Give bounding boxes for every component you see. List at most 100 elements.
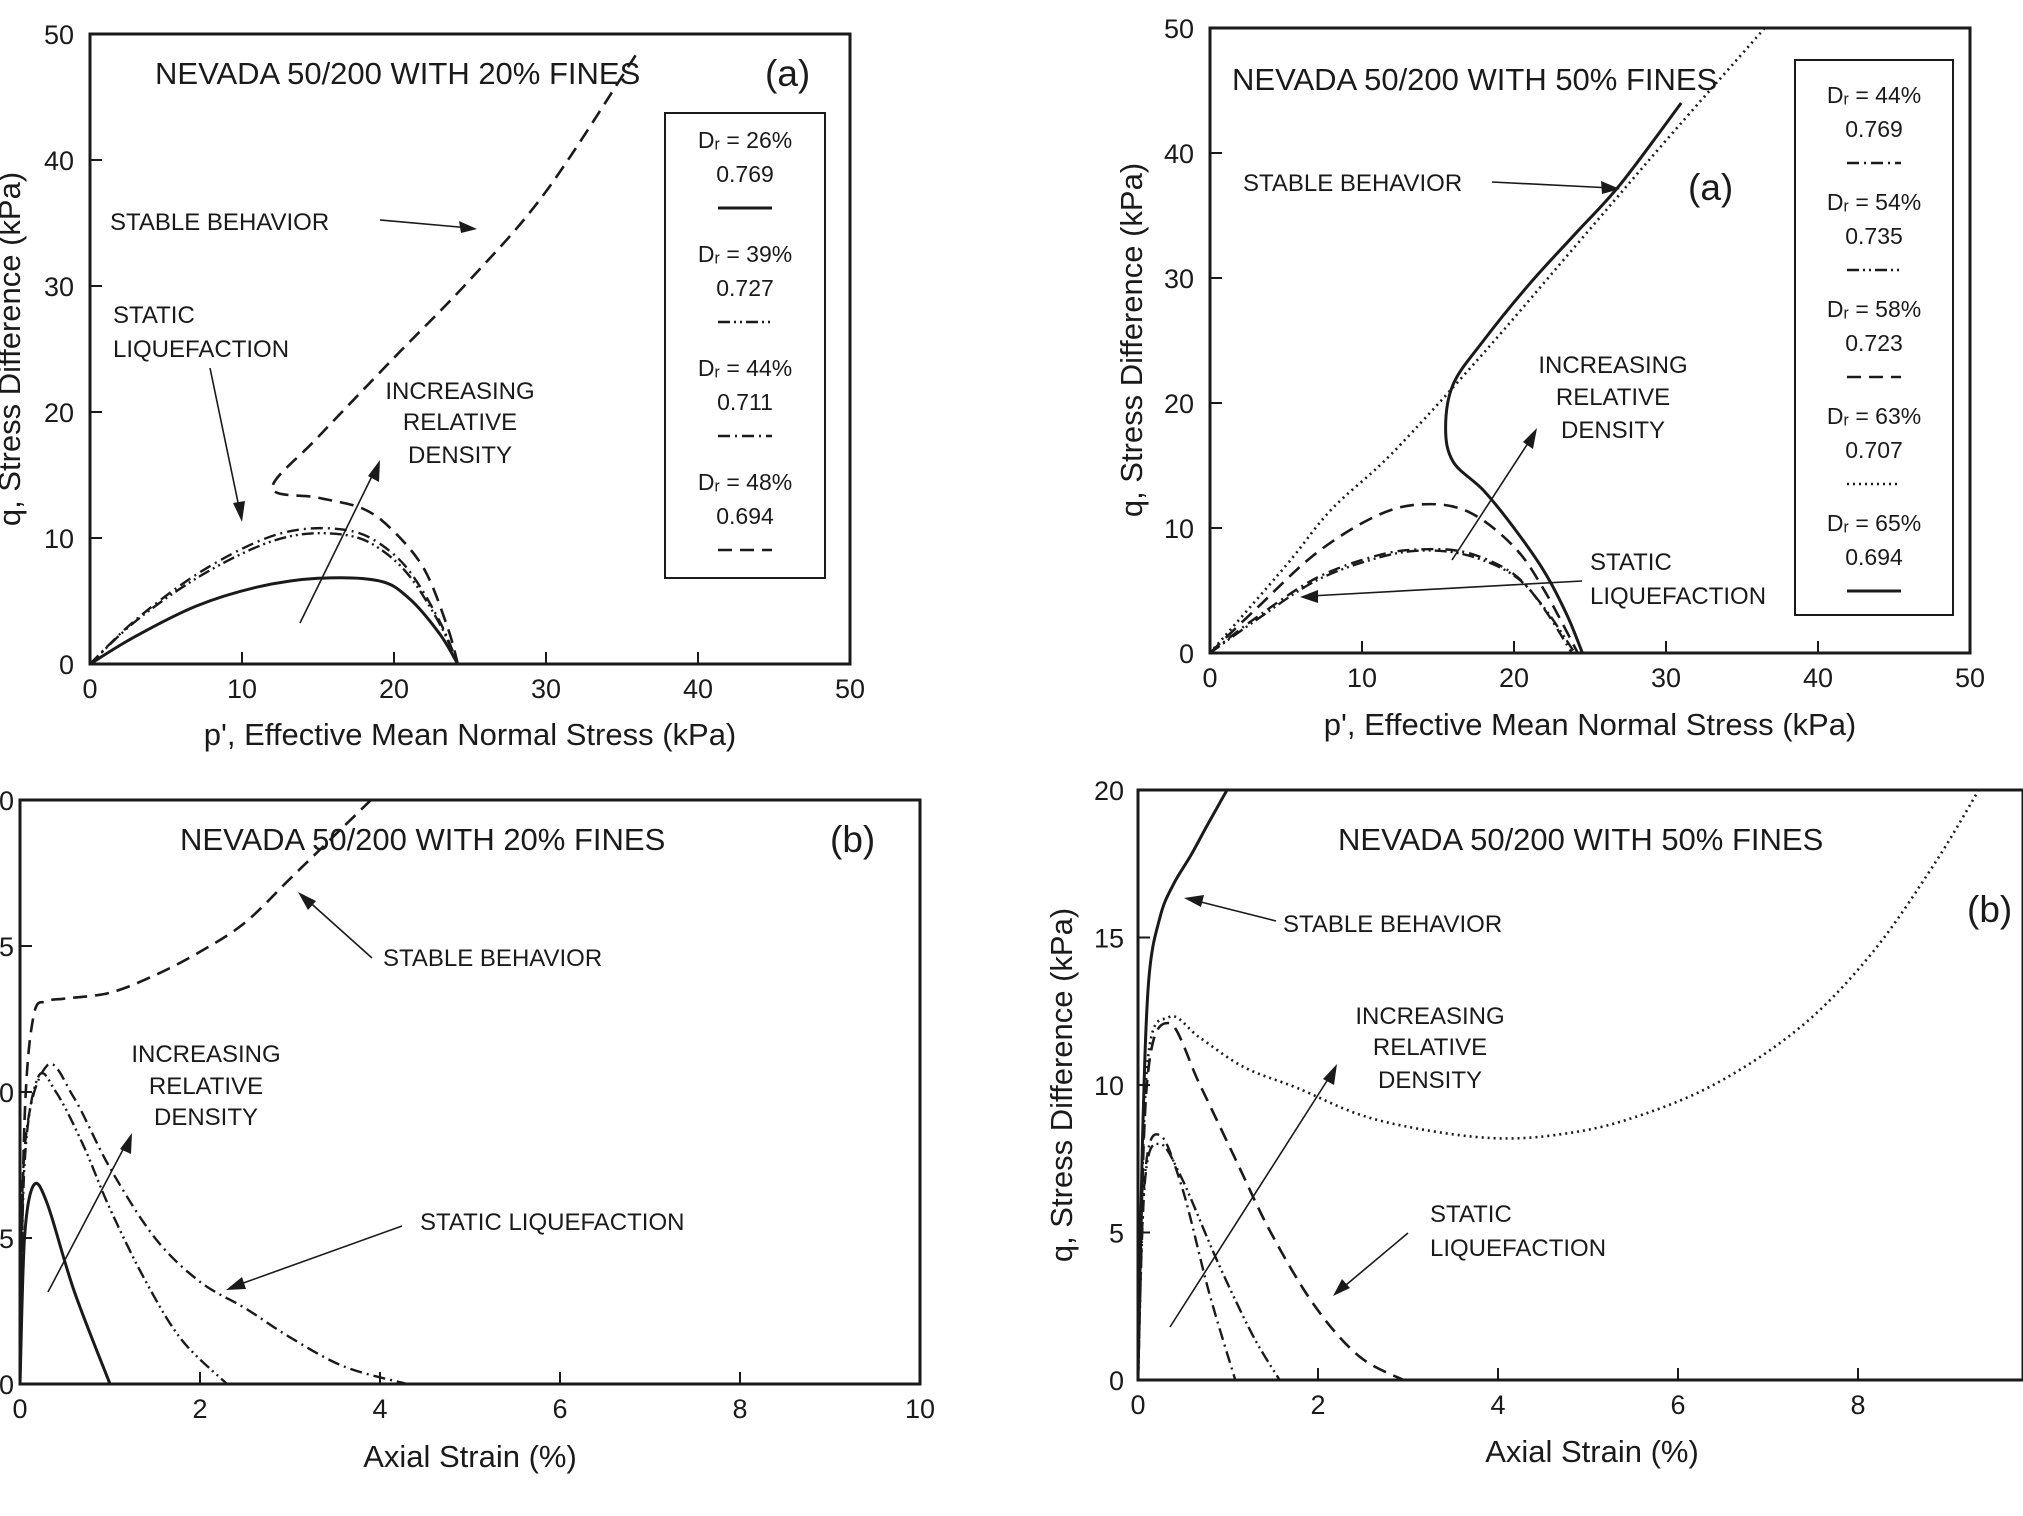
legend-void-ratio: 0.769 bbox=[1845, 116, 1903, 142]
series-line-solid bbox=[90, 576, 460, 664]
annotation-text: LIQUEFACTION bbox=[113, 336, 289, 363]
panel-tag: (a) bbox=[1688, 167, 1733, 208]
y-tick-label: 20 bbox=[1164, 389, 1194, 419]
x-tick-labels: 0 2 4 6 8 bbox=[1130, 1390, 1865, 1420]
legend-void-ratio: 0.723 bbox=[1845, 330, 1903, 356]
legend-item: Dᵣ = 26% 0.769 bbox=[698, 127, 792, 210]
annotation-stable-behavior: STABLE BEHAVIOR bbox=[1243, 170, 1620, 197]
x-axis-label: Axial Strain (%) bbox=[1485, 1434, 1699, 1469]
series-line-dashed bbox=[1210, 502, 1579, 653]
x-tick-label: 50 bbox=[835, 674, 865, 704]
annotation-text: RELATIVE bbox=[1373, 1034, 1487, 1061]
x-tick-label: 0 bbox=[1202, 663, 1217, 693]
y-tick-labels: 0 10 20 30 40 50 bbox=[1164, 14, 1194, 669]
x-tick-label: 2 bbox=[192, 1394, 207, 1424]
series-line-dashdotdot bbox=[20, 1071, 228, 1384]
x-tick-label: 50 bbox=[1955, 663, 1985, 693]
series-line-dashdot bbox=[90, 526, 459, 664]
legend-dr-label: Dᵣ = 39% bbox=[698, 241, 792, 267]
chart-panel-bottom-right: 0 2 4 6 8 0 5 10 15 20 Axial Strain (%) … bbox=[1044, 776, 2023, 1469]
x-tick-label: 40 bbox=[1803, 663, 1833, 693]
annotation-text: DENSITY bbox=[408, 442, 512, 469]
plot-frame bbox=[1136, 788, 2023, 1382]
series-line-dashed bbox=[271, 52, 639, 664]
legend-item: Dᵣ = 54% 0.735 bbox=[1827, 189, 1921, 272]
y-tick-label: 15 bbox=[0, 932, 14, 962]
legend: Dᵣ = 26%0.769 Dᵣ = 39% 0.727 Dᵣ = 44%0.711 D… bbox=[664, 112, 826, 579]
x-axis-label: p', Effective Mean Normal Stress (kPa) bbox=[1324, 707, 1857, 742]
annotation-static-liquefaction: STATIC LIQUEFACTION bbox=[1300, 549, 1766, 610]
y-tick-labels: 0 5 10 15 20 bbox=[0, 786, 14, 1400]
annotation-stable-behavior: STABLE BEHAVIOR bbox=[110, 209, 477, 236]
legend-void-ratio: 0.711 bbox=[717, 389, 773, 415]
annotation-text: STABLE BEHAVIOR bbox=[110, 209, 329, 236]
legend-item: Dᵣ = 58% 0.723 bbox=[1827, 296, 1921, 379]
y-tick-labels: 0 10 20 30 40 50 bbox=[44, 20, 74, 680]
ticks bbox=[1138, 936, 1859, 1380]
series-group bbox=[1138, 790, 1980, 1380]
series-line-dotted bbox=[1210, 28, 1766, 653]
annotation-text: INCREASING bbox=[131, 1041, 280, 1068]
y-tick-label: 10 bbox=[1094, 1071, 1124, 1101]
x-tick-labels: 0 2 4 6 8 10 bbox=[12, 1394, 935, 1424]
x-tick-label: 8 bbox=[1850, 1390, 1865, 1420]
annotation-text: DENSITY bbox=[154, 1104, 258, 1131]
y-tick-label: 10 bbox=[0, 1078, 14, 1108]
x-tick-label: 0 bbox=[82, 674, 97, 704]
legend-dr-label: Dᵣ = 58% bbox=[1827, 296, 1921, 322]
annotation-static-liquefaction: STATIC LIQUEFACTION bbox=[226, 1209, 684, 1290]
x-tick-label: 8 bbox=[732, 1394, 747, 1424]
annotation-text: LIQUEFACTION bbox=[1430, 1235, 1606, 1262]
series-line-dashdotdot bbox=[1138, 1142, 1281, 1380]
series-line-dotted bbox=[1138, 790, 1980, 1380]
chart-title: NEVADA 50/200 WITH 50% FINES bbox=[1232, 62, 1717, 97]
legend-frame bbox=[664, 112, 826, 579]
y-tick-label: 30 bbox=[44, 272, 74, 302]
legend-void-ratio: 0.694 bbox=[1845, 544, 1903, 570]
y-tick-label: 0 bbox=[0, 1370, 14, 1400]
chart-title: NEVADA 50/200 WITH 20% FINES bbox=[155, 56, 640, 91]
legend-void-ratio: 0.694 bbox=[716, 503, 774, 529]
x-tick-label: 30 bbox=[1651, 663, 1681, 693]
x-tick-label: 10 bbox=[905, 1394, 935, 1424]
annotation-text: INCREASING bbox=[1355, 1003, 1504, 1030]
y-tick-label: 0 bbox=[59, 650, 74, 680]
annotation-stable-behavior: STABLE BEHAVIOR bbox=[1184, 895, 1502, 938]
x-tick-label: 6 bbox=[1670, 1390, 1685, 1420]
chart-panel-bottom-left: 0 2 4 6 8 10 0 5 10 15 20 Axial Strain (… bbox=[0, 786, 935, 1474]
legend-dr-label: Dᵣ = 48% bbox=[698, 469, 792, 495]
y-axis-label: q, Stress Difference (kPa) bbox=[0, 172, 27, 526]
panel-tag: (b) bbox=[830, 819, 875, 860]
panel-tag: (a) bbox=[765, 53, 810, 94]
annotation-text: STABLE BEHAVIOR bbox=[1283, 911, 1502, 938]
y-tick-label: 20 bbox=[0, 786, 14, 816]
y-tick-label: 5 bbox=[0, 1224, 14, 1254]
legend-dr-label: Dᵣ = 44% bbox=[1827, 82, 1921, 108]
legend-dr-label: Dᵣ = 54% bbox=[1827, 189, 1921, 215]
y-tick-label: 40 bbox=[44, 146, 74, 176]
series-line-solid bbox=[1138, 790, 1229, 1380]
legend-item: Dᵣ = 63% 0.707 bbox=[1827, 403, 1921, 486]
series-line-dashdot bbox=[1138, 1133, 1237, 1380]
x-tick-label: 10 bbox=[1347, 663, 1377, 693]
y-tick-label: 5 bbox=[1109, 1219, 1124, 1249]
x-tick-labels: 0 10 20 30 40 50 bbox=[82, 674, 865, 704]
annotation-static-liquefaction: STATIC LIQUEFACTION bbox=[113, 302, 289, 522]
x-axis-label: Axial Strain (%) bbox=[363, 1439, 577, 1474]
annotation-increasing-density: INCREASING RELATIVE DENSITY bbox=[1169, 1003, 1505, 1328]
x-tick-label: 40 bbox=[683, 674, 713, 704]
legend-dr-label: Dᵣ = 65% bbox=[1827, 510, 1921, 536]
y-axis-label: q, Stress Difference (kPa) bbox=[1044, 908, 1079, 1262]
ticks bbox=[1210, 152, 1819, 653]
legend-void-ratio: 0.727 bbox=[716, 275, 774, 301]
x-tick-label: 30 bbox=[531, 674, 561, 704]
annotation-increasing-density: INCREASING RELATIVE DENSITY bbox=[1451, 352, 1688, 561]
legend-item: Dᵣ = 44% 0.769 bbox=[1827, 82, 1921, 165]
annotation-text: RELATIVE bbox=[1556, 384, 1670, 411]
legend-item: Dᵣ = 44% 0.711 bbox=[698, 355, 792, 438]
annotation-text: INCREASING bbox=[385, 378, 534, 405]
annotation-text: LIQUEFACTION bbox=[1590, 583, 1766, 610]
y-tick-label: 50 bbox=[44, 20, 74, 50]
